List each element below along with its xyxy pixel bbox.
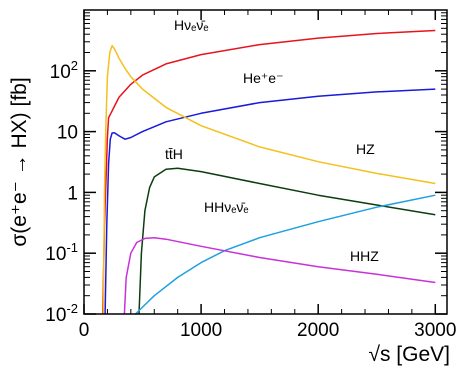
series-line-2	[102, 44, 436, 315]
series-line-1	[104, 88, 436, 315]
y-tick-label: 10-1	[45, 240, 78, 265]
series-line-4	[134, 194, 436, 315]
y-tick-label: 10	[57, 123, 78, 144]
series-label-hhz: HHZ	[350, 248, 379, 264]
y-tick-label: 102	[50, 58, 78, 83]
tick-labels-layer: 0 1000 2000 3000 10-2 10-1 1 10 102	[45, 58, 456, 341]
series-label-hh-nue-nuebar: HHνₑν̄ₑ	[204, 199, 249, 215]
y-tick-label: 10-2	[45, 301, 78, 326]
x-tick-label: 1000	[180, 320, 222, 341]
series-label-tth: tt̄H	[165, 146, 183, 162]
x-axis-title: √s [GeV]	[368, 343, 450, 366]
x-tick-label: 3000	[414, 320, 456, 341]
x-tick-label: 0	[79, 320, 90, 341]
series-line-3	[138, 167, 436, 315]
series-label-h-nue-nuebar: Hνₑν̄ₑ	[174, 17, 209, 33]
plot-frame	[83, 9, 448, 315]
y-tick-label: 1	[67, 183, 78, 204]
y-axis-title: σ(e⁺e⁻ → HX) [fb]	[8, 77, 31, 246]
curves-layer	[101, 29, 436, 315]
series-label-h-ee: He⁺e⁻	[243, 70, 283, 86]
ticks-layer	[83, 10, 447, 315]
series-line-5	[123, 236, 436, 315]
x-tick-label: 2000	[297, 320, 339, 341]
series-line-0	[101, 29, 436, 315]
series-label-hz: HZ	[356, 141, 375, 157]
